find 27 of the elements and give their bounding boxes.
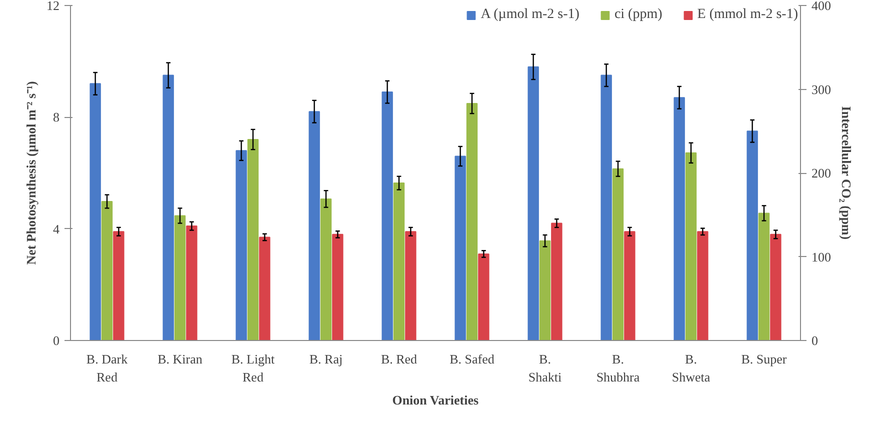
y2-tick-label: 200	[812, 166, 831, 180]
y2-tick-label: 0	[812, 333, 818, 348]
y-tick-label: 8	[53, 110, 60, 125]
x-tick-label: B. Shubhra	[596, 352, 640, 384]
y2-tick-label: 300	[812, 82, 831, 97]
x-tick-label: B. Red	[380, 352, 418, 366]
x-tick-label: B. Light Red	[231, 352, 276, 384]
bar	[162, 74, 174, 340]
x-tick-label: B. Shweta	[672, 352, 710, 384]
y2-tick-label: 400	[812, 0, 831, 13]
y-tick-label: 0	[53, 333, 60, 348]
x-tick-label: B. Dark Red	[86, 352, 128, 384]
y2-tick-label: 100	[812, 249, 831, 264]
y-tick-label: 12	[46, 0, 60, 13]
x-axis-title: Onion Varieties	[392, 392, 479, 408]
x-tick-label: B. Super	[741, 352, 788, 366]
bar	[528, 66, 539, 340]
x-tick-label: B. Shakti	[528, 352, 562, 384]
legend-label: E (mmol m-2 s-1)	[697, 7, 798, 23]
legend-label: ci (ppm)	[614, 7, 662, 23]
legend-label: A (µmol m-2 s-1)	[480, 7, 580, 23]
y2-axis-title: Intercellular CO₂ (ppm)	[839, 106, 854, 240]
x-tick-label: B. Kiran	[158, 352, 203, 366]
x-tick-label: B. Safed	[450, 352, 495, 366]
y-axis-title: Net Photosynthesis (µmol m⁻² s⁻¹)	[24, 81, 38, 265]
x-tick-label: B. Raj	[309, 352, 343, 366]
y-tick-label: 4	[53, 221, 60, 236]
